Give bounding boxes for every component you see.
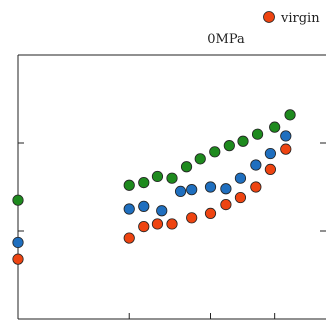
- data-point-s1-11: [280, 130, 292, 142]
- data-point-s2-9: [237, 135, 249, 147]
- data-point-s1-10: [264, 147, 276, 160]
- data-point-s2-12: [284, 109, 296, 121]
- data-point-s2-7: [209, 146, 221, 158]
- legend: virgin: [263, 11, 320, 26]
- data-point-s0-7: [220, 199, 232, 211]
- data-point-s0-1: [123, 232, 135, 244]
- data-point-s1-4: [174, 185, 187, 197]
- data-point-s1-0: [12, 236, 24, 249]
- data-point-s1-9: [250, 159, 262, 171]
- legend-marker-virgin: [263, 11, 275, 23]
- data-point-s1-2: [138, 200, 150, 212]
- data-point-s0-3: [151, 218, 164, 230]
- data-point-s0-8: [234, 191, 247, 204]
- data-point-s1-3: [156, 205, 168, 217]
- data-point-s0-9: [250, 181, 262, 193]
- data-point-s2-6: [194, 153, 206, 165]
- data-point-s2-10: [251, 128, 264, 140]
- data-point-s2-3: [151, 170, 164, 183]
- data-point-s1-6: [204, 181, 217, 193]
- data-point-s2-0: [12, 194, 24, 206]
- data-point-s0-11: [280, 143, 292, 155]
- data-point-s2-4: [166, 172, 178, 184]
- data-point-s1-5: [186, 184, 198, 196]
- data-point-s0-0: [12, 253, 24, 265]
- data-point-s2-2: [138, 177, 150, 189]
- data-point-s2-5: [180, 161, 193, 173]
- data-point-s2-11: [269, 121, 281, 133]
- data-point-s0-2: [138, 221, 150, 233]
- data-point-s1-7: [220, 183, 232, 195]
- chart-title: 0MPa: [207, 32, 245, 47]
- data-point-s1-1: [123, 203, 135, 215]
- data-point-s0-6: [204, 207, 217, 219]
- data-point-s0-5: [186, 212, 198, 224]
- data-point-s2-8: [223, 140, 235, 152]
- data-point-s0-4: [166, 218, 178, 230]
- data-point-s0-10: [264, 163, 276, 175]
- legend-label-virgin: virgin: [280, 11, 320, 26]
- data-point-s1-8: [234, 172, 247, 184]
- plot-area: [12, 54, 326, 320]
- data-point-s2-1: [123, 179, 135, 191]
